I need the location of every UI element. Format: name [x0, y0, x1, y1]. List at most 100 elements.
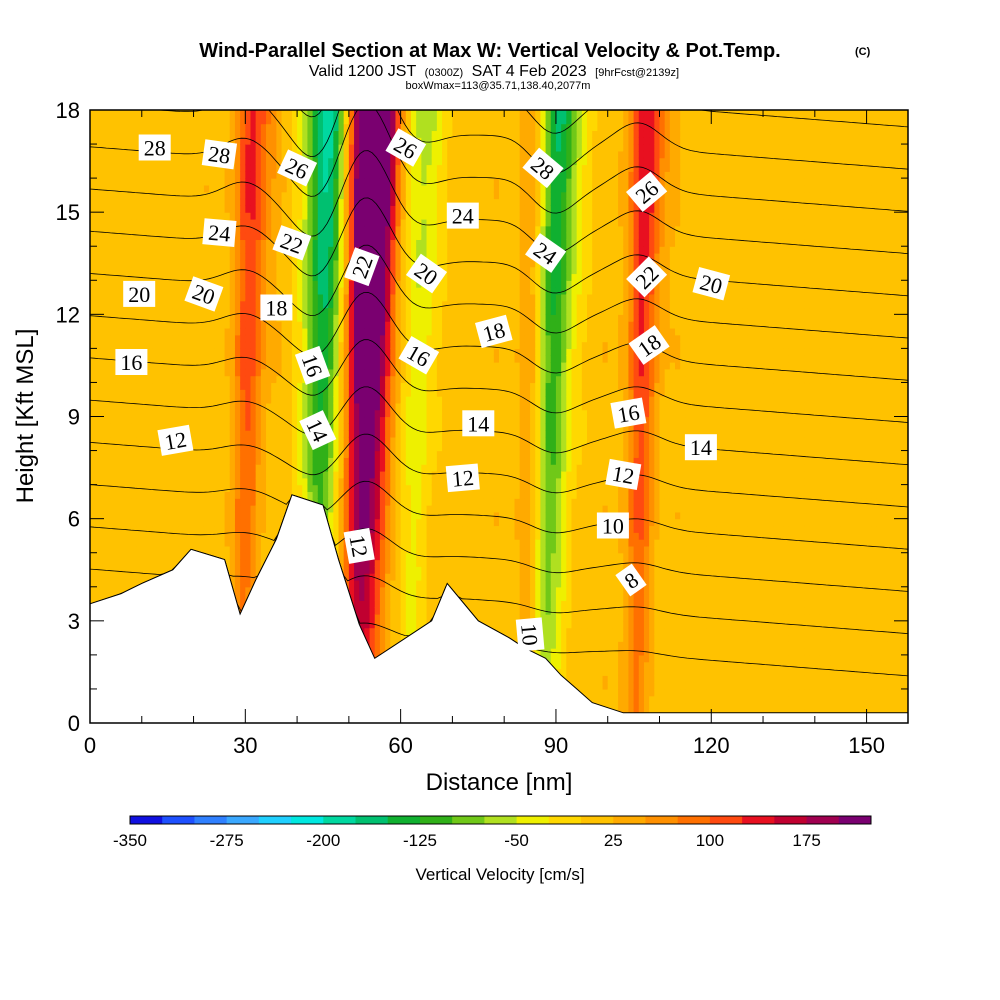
- w-cell: [245, 246, 252, 254]
- w-cell: [100, 130, 107, 138]
- w-cell: [333, 205, 340, 213]
- w-cell: [343, 287, 350, 295]
- w-cell: [152, 225, 158, 234]
- w-cell: [167, 464, 174, 472]
- w-cell: [115, 232, 122, 241]
- w-cell: [240, 232, 246, 241]
- w-cell: [126, 327, 133, 336]
- w-cell: [157, 246, 164, 254]
- w-cell: [348, 498, 355, 506]
- w-cell: [172, 110, 179, 118]
- w-cell: [146, 321, 153, 329]
- w-cell: [354, 559, 360, 567]
- w-cell: [229, 212, 236, 220]
- w-cell: [240, 341, 246, 349]
- w-cell: [312, 334, 319, 343]
- w-cell: [100, 191, 107, 200]
- w-cell: [131, 327, 138, 336]
- w-cell: [224, 436, 231, 445]
- w-cell: [328, 123, 334, 132]
- w-cell: [286, 470, 293, 479]
- w-cell: [307, 293, 314, 302]
- w-cell: [157, 307, 164, 315]
- w-cell: [90, 464, 96, 472]
- w-cell: [245, 464, 252, 472]
- w-cell: [364, 368, 371, 377]
- w-cell: [291, 266, 298, 275]
- w-cell: [348, 579, 355, 588]
- w-cell: [136, 253, 143, 261]
- w-cell: [240, 144, 246, 152]
- w-cell: [90, 144, 96, 152]
- w-cell: [224, 545, 231, 554]
- w-cell: [266, 123, 272, 132]
- w-cell: [198, 464, 205, 472]
- w-cell: [322, 273, 329, 281]
- w-cell: [183, 518, 189, 527]
- w-cell: [219, 355, 226, 363]
- w-cell: [121, 171, 127, 179]
- w-cell: [343, 498, 350, 506]
- w-cell: [322, 409, 329, 418]
- w-cell: [229, 573, 236, 581]
- w-cell: [224, 321, 231, 329]
- w-cell: [286, 375, 293, 384]
- w-cell: [328, 239, 334, 247]
- w-cell: [219, 205, 226, 213]
- w-cell: [214, 484, 221, 493]
- w-cell: [193, 184, 200, 193]
- w-cell: [178, 191, 184, 200]
- w-cell: [240, 443, 246, 452]
- w-cell: [136, 375, 143, 384]
- w-cell: [203, 525, 210, 533]
- w-cell: [271, 280, 277, 288]
- w-cell: [121, 198, 127, 206]
- w-cell: [343, 382, 350, 390]
- w-cell: [245, 525, 252, 533]
- w-cell: [178, 525, 184, 533]
- w-cell: [167, 280, 174, 288]
- w-cell: [364, 178, 371, 186]
- w-cell: [276, 280, 283, 288]
- w-cell: [260, 253, 267, 261]
- w-cell: [157, 232, 164, 241]
- w-cell: [266, 212, 272, 220]
- w-cell: [224, 171, 231, 179]
- w-cell: [219, 273, 226, 281]
- w-cell: [110, 539, 117, 547]
- w-cell: [136, 212, 143, 220]
- w-cell: [291, 396, 298, 404]
- w-cell: [183, 450, 189, 458]
- w-cell: [167, 266, 174, 275]
- w-cell: [219, 545, 226, 554]
- w-cell: [157, 130, 164, 138]
- w-cell: [100, 273, 107, 281]
- w-cell: [302, 436, 309, 445]
- w-cell: [245, 518, 252, 527]
- w-cell: [302, 389, 309, 397]
- w-cell: [333, 355, 340, 363]
- w-cell: [105, 532, 112, 540]
- w-cell: [359, 321, 365, 329]
- w-cell: [224, 178, 231, 186]
- w-cell: [157, 164, 164, 172]
- w-cell: [203, 327, 210, 336]
- w-cell: [364, 116, 371, 125]
- w-cell: [359, 593, 365, 601]
- w-cell: [333, 191, 340, 200]
- w-cell: [359, 396, 365, 404]
- w-cell: [219, 552, 226, 561]
- w-cell: [90, 573, 96, 581]
- w-cell: [297, 287, 303, 295]
- w-cell: [343, 191, 350, 200]
- w-cell: [307, 123, 314, 132]
- w-cell: [234, 327, 241, 336]
- w-cell: [188, 300, 195, 309]
- w-cell: [188, 348, 195, 356]
- w-cell: [224, 532, 231, 540]
- w-cell: [90, 191, 96, 200]
- w-cell: [369, 307, 376, 315]
- w-cell: [146, 464, 153, 472]
- w-cell: [322, 341, 329, 349]
- w-cell: [266, 266, 272, 275]
